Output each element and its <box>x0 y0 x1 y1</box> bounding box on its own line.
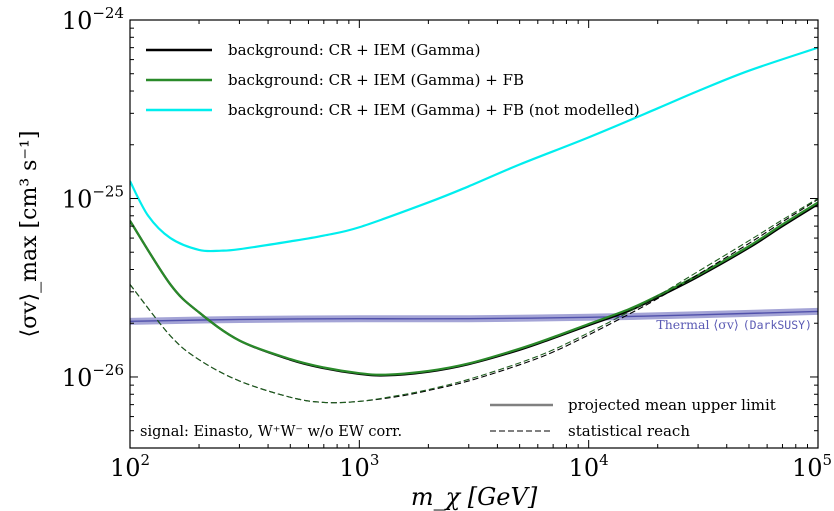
y-tick-label-base: 10 <box>62 185 93 213</box>
series-line-4 <box>130 198 818 404</box>
style-legend-entry-1: statistical reach <box>568 422 690 440</box>
plot-area <box>130 46 818 404</box>
x-tick-label-exp: 2 <box>141 451 151 469</box>
series-line-3 <box>130 198 818 404</box>
legend-entry-1: background: CR + IEM (Gamma) + FB <box>228 71 524 89</box>
y-tick-label: 10−26 <box>62 361 124 392</box>
legend-entry-2: background: CR + IEM (Gamma) + FB (not m… <box>228 101 640 119</box>
x-tick-label: 102 <box>110 451 150 482</box>
y-tick-label-base: 10 <box>62 364 93 392</box>
x-tick-label: 105 <box>792 451 832 482</box>
y-tick-label-exp: −24 <box>92 4 124 22</box>
x-tick-label: 104 <box>569 451 609 482</box>
series-line-0 <box>130 203 818 377</box>
y-axis-label: ⟨σv⟩_max [cm³ s⁻¹] <box>17 131 42 338</box>
x-tick-label-base: 10 <box>792 454 823 482</box>
x-tick-label-base: 10 <box>110 454 141 482</box>
x-tick-label-exp: 3 <box>370 451 380 469</box>
y-tick-label: 10−24 <box>62 4 124 35</box>
legend-entry-0: background: CR + IEM (Gamma) <box>228 41 480 59</box>
y-tick-label-base: 10 <box>62 7 93 35</box>
x-tick-label-exp: 5 <box>823 451 833 469</box>
series-line-2 <box>130 46 818 253</box>
legend: background: CR + IEM (Gamma) background: … <box>140 41 776 440</box>
thermal-label-main: Thermal ⟨σv⟩ <box>656 317 742 332</box>
y-tick-label-exp: −25 <box>92 182 124 200</box>
axis-labels: Thermal ⟨σv⟩ (DarkSUSY)102 103 104 10510−26… <box>17 4 832 511</box>
axis-ticks <box>129 19 819 449</box>
x-tick-label-base: 10 <box>339 454 370 482</box>
x-tick-label-exp: 4 <box>599 451 609 469</box>
thermal-label-code: (DarkSUSY) <box>743 318 812 332</box>
x-tick-label: 103 <box>339 451 379 482</box>
y-tick-label-exp: −26 <box>92 361 124 379</box>
style-legend-entry-0: projected mean upper limit <box>568 396 776 414</box>
plot-frame <box>129 19 819 449</box>
x-axis-label: m_χ [GeV] <box>411 483 538 511</box>
y-tick-label: 10−25 <box>62 182 124 213</box>
x-tick-label-base: 10 <box>569 454 600 482</box>
thermal-label: Thermal ⟨σv⟩ (DarkSUSY) <box>656 317 812 332</box>
signal-annotation: signal: Einasto, W⁺W⁻ w/o EW corr. <box>140 424 402 440</box>
series-line-1 <box>130 201 818 376</box>
thermal-band-center <box>130 310 818 323</box>
